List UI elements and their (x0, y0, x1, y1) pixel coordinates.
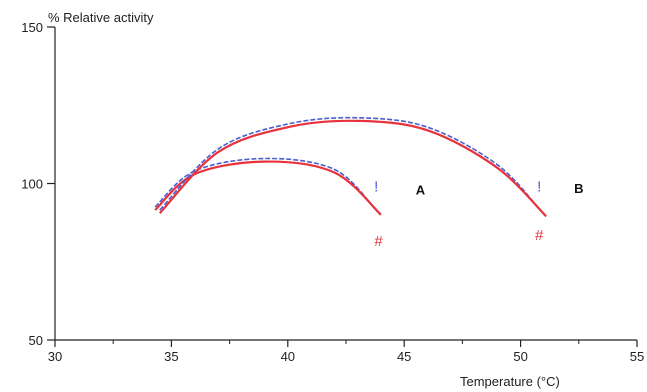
y-tick-label: 50 (29, 333, 43, 348)
curves (154, 116, 547, 218)
annotations: ! # A ! # B (374, 178, 583, 250)
y-tick-label: 100 (21, 177, 43, 192)
axes: 50 100 150 30 35 40 45 50 55 (21, 20, 644, 364)
y-axis-title: % Relative activity (48, 10, 154, 25)
marker-b-exclaim: ! (537, 178, 541, 195)
x-tick-label: 45 (397, 349, 411, 364)
curve-a-solid (154, 160, 382, 216)
curve-b-solid (159, 119, 547, 218)
x-tick-label: 35 (164, 349, 178, 364)
x-tick-label: 50 (513, 349, 527, 364)
curve-label-b: B (574, 181, 583, 196)
marker-b-hash: # (535, 227, 544, 244)
marker-a-exclaim: ! (374, 178, 378, 195)
x-tick-label: 30 (48, 349, 62, 364)
curve-a-dashed (154, 157, 377, 211)
x-axis-title: Temperature (°C) (460, 374, 560, 389)
marker-a-hash: # (374, 233, 383, 250)
curve-label-a: A (416, 182, 426, 197)
x-tick-label: 55 (630, 349, 644, 364)
curve-b-dashed (159, 116, 543, 213)
y-tick-label: 150 (21, 20, 43, 35)
x-tick-label: 40 (281, 349, 295, 364)
